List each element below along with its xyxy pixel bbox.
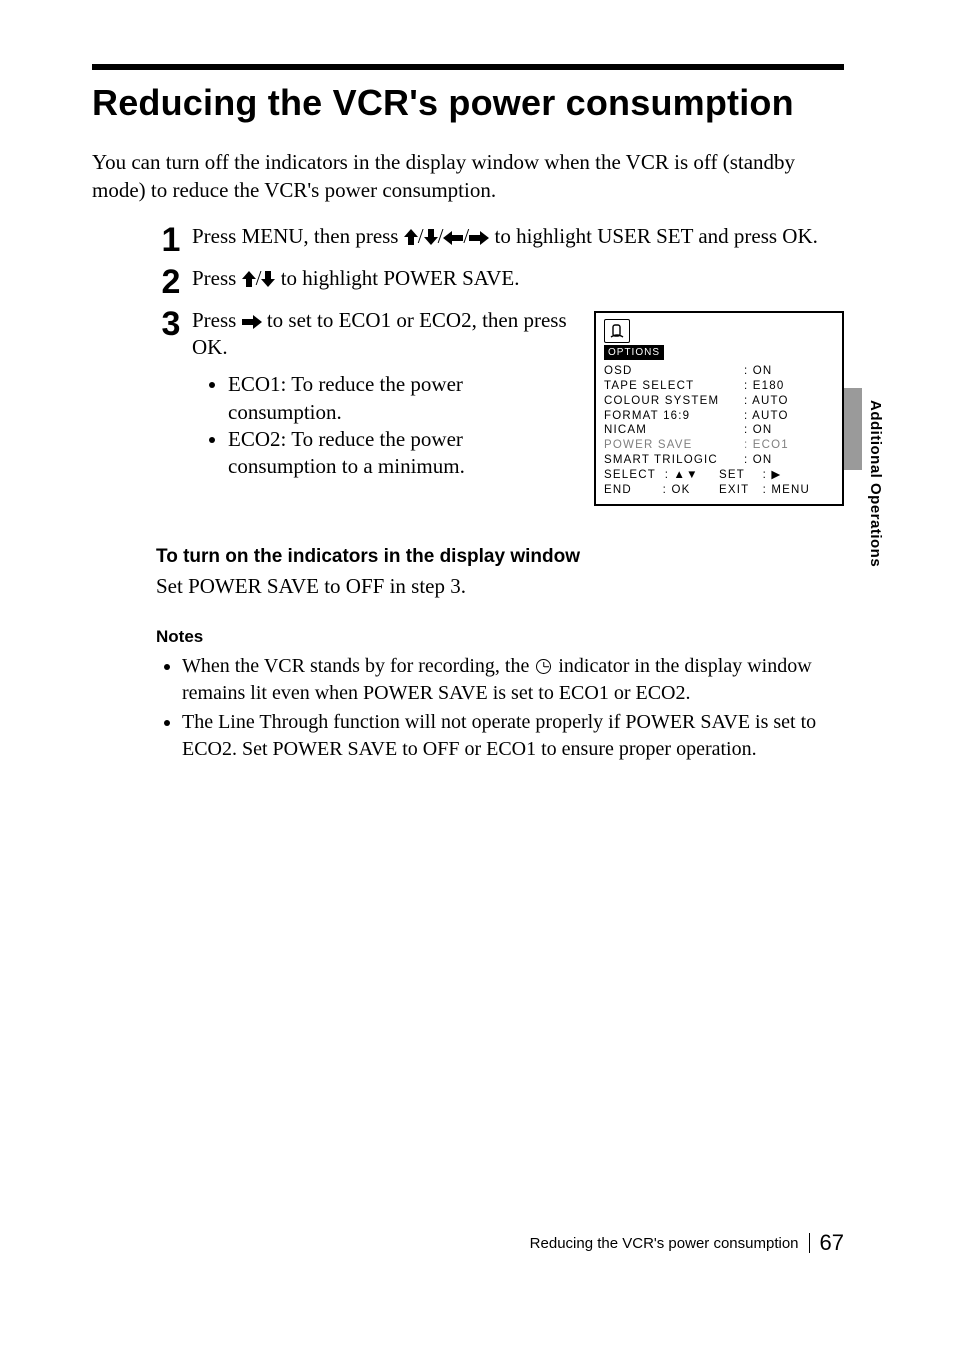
arrow-left-icon (443, 231, 463, 245)
step-2: 2 Press / to highlight POWER SAVE. (156, 265, 844, 299)
osd-key: FORMAT 16:9 (604, 409, 744, 424)
osd-value: : AUTO (744, 409, 789, 424)
osd-foot-left: SELECT : ▲▼ (604, 468, 719, 483)
step-3-text: Press to set to ECO1 or ECO2, then press… (192, 307, 570, 481)
osd-footer-row-2: END : OK EXIT : MENU (604, 483, 834, 498)
arrow-up-icon (404, 229, 418, 245)
page-number: 67 (820, 1230, 844, 1256)
osd-value: : ON (744, 453, 772, 468)
osd-foot-left: END : OK (604, 483, 719, 498)
arrow-right-icon (469, 231, 489, 245)
note-item: The Line Through function will not opera… (182, 709, 844, 763)
osd-key: COLOUR SYSTEM (604, 394, 744, 409)
subsection-text: Set POWER SAVE to OFF in step 3. (156, 574, 844, 599)
osd-row: SMART TRILOGIC: ON (604, 453, 834, 468)
osd-row-highlight: POWER SAVE: ECO1 (604, 438, 834, 453)
osd-options-panel: OPTIONS OSD: ON TAPE SELECT: E180 COLOUR… (594, 311, 844, 506)
text: Press (192, 308, 242, 332)
bullet-item: ECO2: To reduce the power consumption to… (228, 426, 570, 481)
osd-foot-right: EXIT : MENU (719, 483, 834, 498)
osd-row: NICAM: ON (604, 423, 834, 438)
timer-clock-icon (536, 659, 551, 674)
osd-value: : ON (744, 423, 772, 438)
osd-footer-row-1: SELECT : ▲▼ SET : ▶ (604, 468, 834, 483)
arrow-down-icon (261, 271, 275, 287)
osd-value: : E180 (744, 379, 784, 394)
osd-row: OSD: ON (604, 364, 834, 379)
osd-key: POWER SAVE (604, 438, 744, 453)
step-number: 3 (156, 307, 186, 341)
notes-list: When the VCR stands by for recording, th… (182, 653, 844, 763)
options-gear-icon (604, 319, 630, 343)
text: to highlight POWER SAVE. (275, 266, 519, 290)
text: When the VCR stands by for recording, th… (182, 655, 534, 677)
step-3-bullets: ECO1: To reduce the power consumption. E… (228, 371, 570, 480)
osd-value: : AUTO (744, 394, 789, 409)
step-body: Press / to highlight POWER SAVE. (192, 265, 520, 292)
osd-title-label: OPTIONS (604, 345, 664, 360)
osd-row: COLOUR SYSTEM: AUTO (604, 394, 834, 409)
osd-key: TAPE SELECT (604, 379, 744, 394)
osd-row: FORMAT 16:9: AUTO (604, 409, 834, 424)
footer-divider (809, 1233, 810, 1253)
osd-key: OSD (604, 364, 744, 379)
text: Press MENU, then press (192, 224, 404, 248)
step-body: Press MENU, then press /// to highlight … (192, 223, 818, 250)
intro-paragraph: You can turn off the indicators in the d… (92, 148, 844, 205)
osd-value: : ON (744, 364, 772, 379)
text: to highlight USER SET and press OK. (489, 224, 818, 248)
osd-key: NICAM (604, 423, 744, 438)
page-title: Reducing the VCR's power consumption (92, 82, 844, 124)
step-body: Press to set to ECO1 or ECO2, then press… (192, 307, 844, 506)
subsection-heading: To turn on the indicators in the display… (156, 546, 844, 568)
title-rule (92, 64, 844, 70)
osd-row: TAPE SELECT: E180 (604, 379, 834, 394)
side-tab-marker (844, 388, 862, 470)
osd-rows: OSD: ON TAPE SELECT: E180 COLOUR SYSTEM:… (604, 364, 834, 469)
step-1: 1 Press MENU, then press /// to highligh… (156, 223, 844, 257)
osd-key: SMART TRILOGIC (604, 453, 744, 468)
side-section-label: Additional Operations (867, 400, 884, 567)
note-item: When the VCR stands by for recording, th… (182, 653, 844, 707)
notes-heading: Notes (156, 627, 844, 647)
page-content: Reducing the VCR's power consumption You… (0, 0, 954, 763)
step-3: 3 Press to set to ECO1 or ECO2, then pre… (156, 307, 844, 506)
osd-foot-right: SET : ▶ (719, 468, 834, 483)
steps-list: 1 Press MENU, then press /// to highligh… (156, 223, 844, 506)
arrow-up-icon (242, 271, 256, 287)
text: Press (192, 266, 242, 290)
bullet-item: ECO1: To reduce the power consumption. (228, 371, 570, 426)
arrow-right-icon (242, 315, 262, 329)
step-number: 2 (156, 265, 186, 299)
footer-title: Reducing the VCR's power consumption (530, 1235, 799, 1252)
osd-value: : ECO1 (744, 438, 789, 453)
step-number: 1 (156, 223, 186, 257)
arrow-down-icon (424, 229, 438, 245)
page-footer: Reducing the VCR's power consumption 67 (530, 1230, 844, 1256)
